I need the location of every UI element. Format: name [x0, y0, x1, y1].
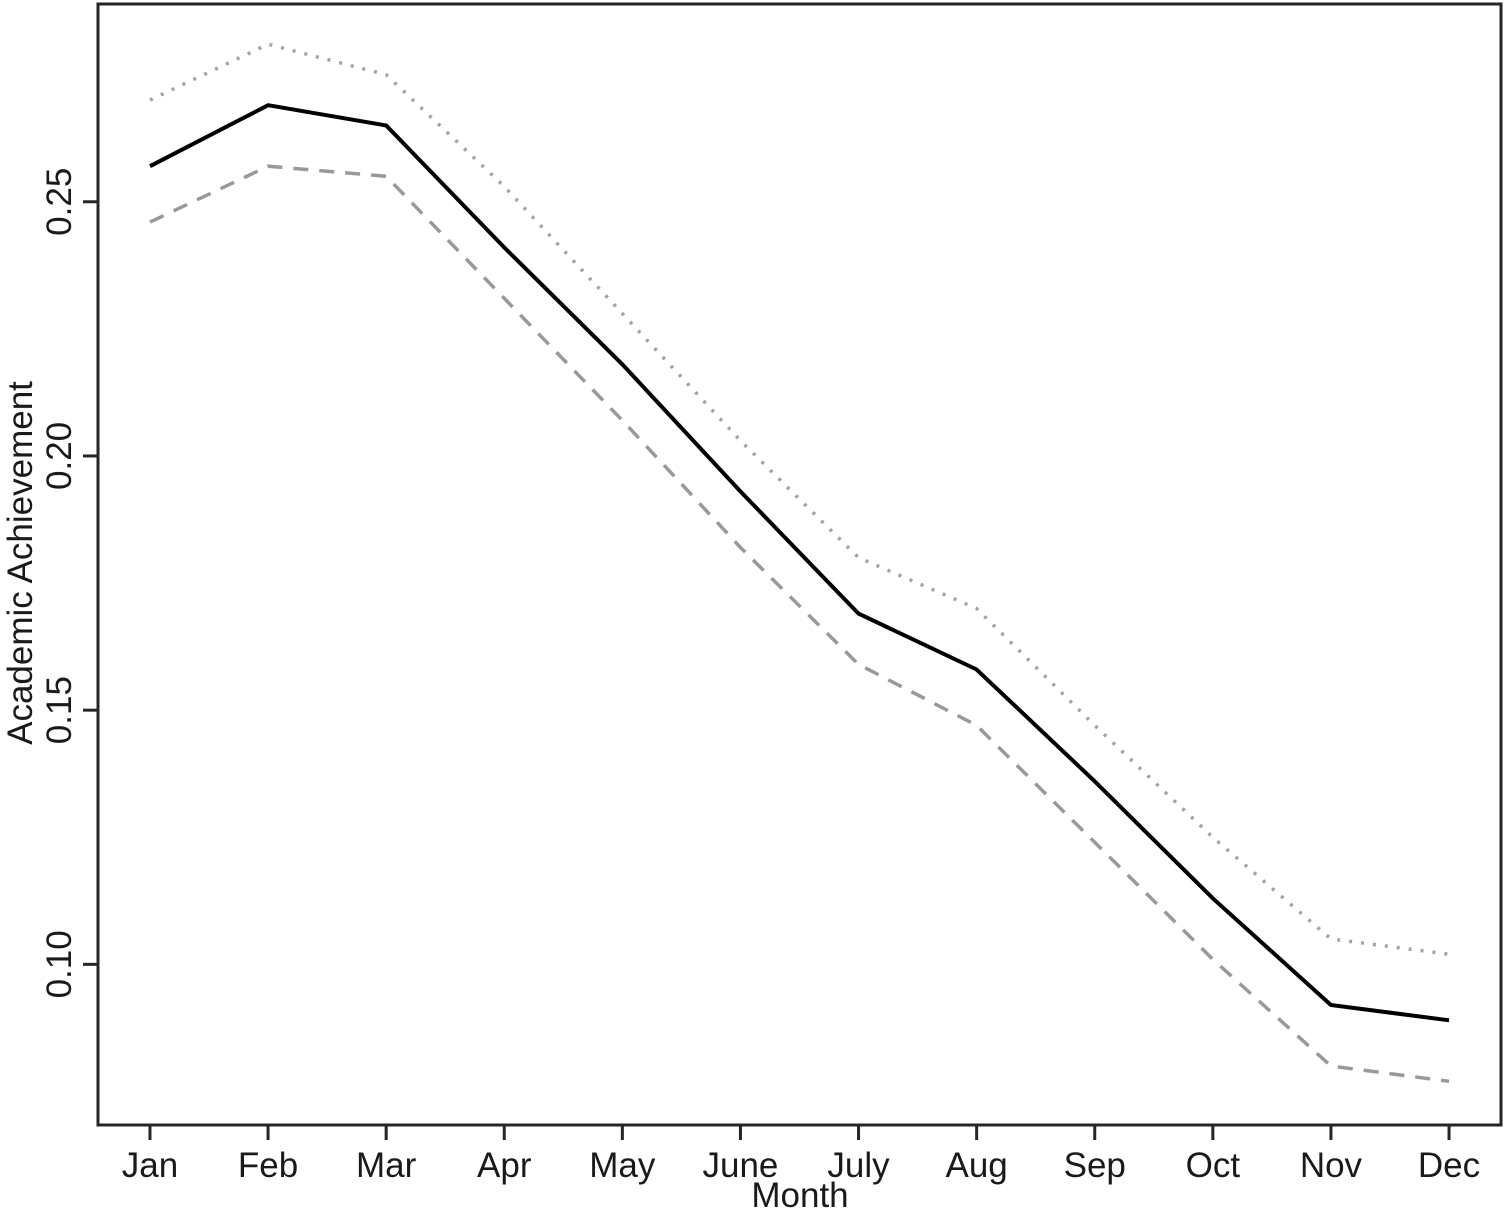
series-line-lower-bound-dashed: [149, 164, 1450, 1084]
x-tick-label: June: [702, 1146, 778, 1185]
x-tick-label: Apr: [477, 1146, 532, 1185]
x-tick-label: July: [827, 1146, 890, 1185]
series-line-point-estimate-solid: [149, 103, 1450, 1023]
x-tick-label: Nov: [1300, 1146, 1363, 1185]
x-tick-label: Aug: [946, 1146, 1008, 1185]
y-tick-label: 0.20: [40, 422, 79, 490]
x-tick-label: Oct: [1186, 1146, 1241, 1185]
y-axis-title: Academic Achievement: [1, 381, 40, 745]
x-tick-label: Feb: [238, 1146, 298, 1185]
x-axis-title: Month: [751, 1176, 849, 1213]
series-line-upper-bound-dotted: [149, 42, 1450, 956]
y-tick-label: 0.15: [40, 676, 79, 744]
plot-border: [96, 2, 1503, 1127]
x-tick-label: Mar: [356, 1146, 417, 1185]
x-tick-label: Dec: [1418, 1146, 1480, 1185]
x-tick-label: Sep: [1064, 1146, 1126, 1185]
x-tick-label: Jan: [122, 1146, 178, 1185]
x-tick-label: May: [589, 1146, 656, 1185]
y-tick-label: 0.10: [40, 930, 79, 998]
y-tick-label: 0.25: [40, 168, 79, 236]
